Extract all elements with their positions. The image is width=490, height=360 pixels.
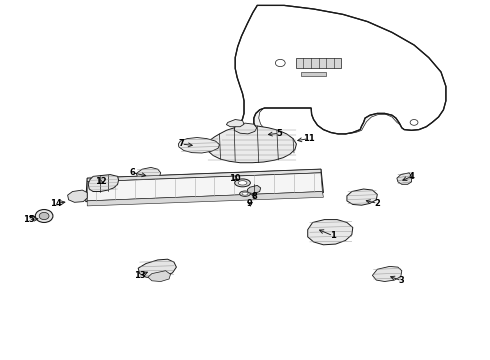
Text: 4: 4	[409, 172, 415, 181]
Text: 2: 2	[374, 199, 380, 208]
Ellipse shape	[235, 179, 250, 187]
Circle shape	[35, 210, 53, 222]
Polygon shape	[88, 175, 119, 192]
Polygon shape	[301, 72, 326, 76]
Text: 14: 14	[50, 199, 62, 208]
Polygon shape	[235, 5, 446, 135]
Polygon shape	[87, 192, 323, 206]
Ellipse shape	[238, 181, 247, 185]
Polygon shape	[372, 266, 402, 282]
Polygon shape	[347, 189, 377, 205]
Polygon shape	[87, 173, 322, 201]
Polygon shape	[242, 9, 440, 134]
Text: 15: 15	[23, 215, 34, 224]
Text: 9: 9	[247, 199, 253, 208]
Polygon shape	[308, 220, 353, 245]
Circle shape	[275, 59, 285, 67]
Polygon shape	[397, 173, 412, 184]
Ellipse shape	[240, 191, 250, 196]
Polygon shape	[178, 138, 220, 153]
Polygon shape	[136, 167, 161, 181]
Circle shape	[410, 120, 418, 125]
Polygon shape	[296, 58, 341, 68]
Text: 8: 8	[252, 192, 258, 201]
Text: 3: 3	[399, 276, 405, 285]
Polygon shape	[87, 169, 321, 182]
Polygon shape	[148, 271, 171, 282]
Text: 10: 10	[229, 174, 241, 183]
Polygon shape	[226, 120, 244, 127]
Text: 5: 5	[276, 129, 282, 138]
Polygon shape	[138, 259, 176, 278]
Text: 11: 11	[303, 134, 315, 143]
Text: 7: 7	[178, 139, 184, 148]
Polygon shape	[207, 126, 296, 163]
Polygon shape	[86, 169, 323, 202]
Text: 6: 6	[129, 168, 135, 177]
Ellipse shape	[242, 192, 248, 195]
Polygon shape	[247, 185, 261, 194]
Text: 13: 13	[134, 271, 146, 280]
Text: 1: 1	[330, 231, 336, 240]
Text: 12: 12	[95, 177, 106, 186]
Circle shape	[39, 212, 49, 220]
Polygon shape	[68, 190, 87, 202]
Polygon shape	[234, 123, 257, 134]
